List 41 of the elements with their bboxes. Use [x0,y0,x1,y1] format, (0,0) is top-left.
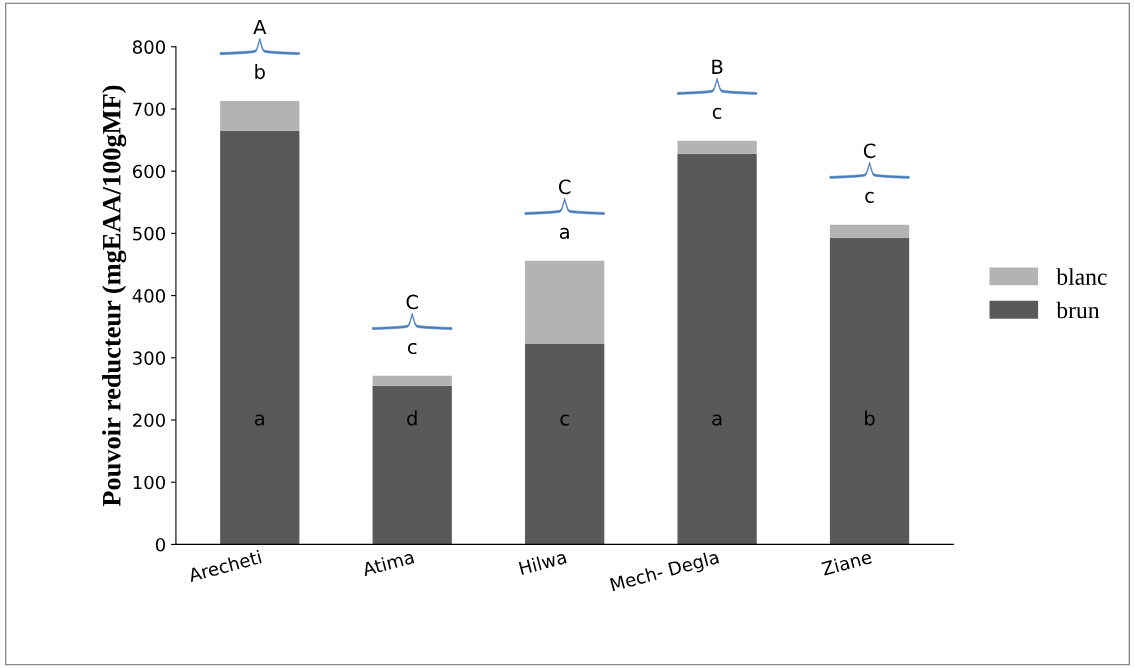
legend-label: blanc [1056,268,1107,285]
y-tick-label: 300 [133,351,165,365]
y-axis-title: Pouvoir reducteur (mgEAA/100gMF) [102,85,127,507]
bar [525,260,605,344]
annotation: a [712,414,722,426]
x-tick-label: Atima [361,549,415,577]
bar [220,130,300,545]
bar [220,100,300,131]
x-tick-label: Ziane [821,549,873,576]
annotation: C [558,179,571,195]
bar [829,224,910,238]
annotation: c [712,107,722,119]
y-tick-label: 100 [133,475,165,490]
y-tick-label: 400 [132,289,165,303]
y-tick-label: 700 [133,102,165,117]
annotation: b [865,410,875,426]
x-tick-label: Mech- Degla [609,549,721,595]
y-tick-label: 800 [132,40,165,54]
bar [677,153,757,545]
annotation: C [863,143,876,159]
annotation: C [406,294,418,310]
legend-label: brun [1056,301,1100,319]
y-tick-label: 200 [133,413,165,428]
bar [525,343,605,545]
annotation: B [712,59,723,74]
annotation: c [865,191,874,203]
y-tick-label: 500 [133,226,165,241]
annotation: d [407,410,417,426]
bar [829,237,910,545]
bar [677,140,757,154]
bar [372,375,452,386]
text: A [253,19,267,35]
y-tick-label: 600 [133,164,165,179]
bar [372,385,452,545]
y-tick-label: 0 [155,537,165,552]
x-tick-label: Hilwa [518,549,567,576]
annotation: c [407,342,417,355]
annotation: a [559,227,569,240]
annotation: a [254,414,264,426]
annotation: b [255,64,265,80]
annotation: c [560,414,569,426]
